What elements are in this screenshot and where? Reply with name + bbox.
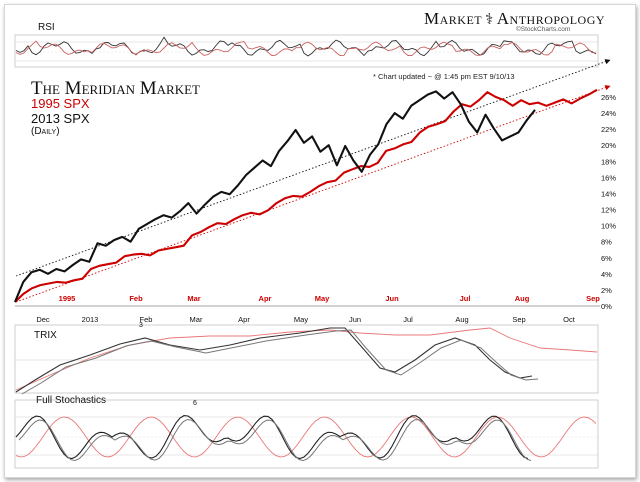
credit-text: ©StockCharts.com — [516, 26, 571, 33]
main-price-panel: 0% 2% 4% 6% 8% 10% 12% 14% 16% 18% 20% 22% 24% 26% 199… — [14, 59, 616, 324]
x-tick-1995: Feb — [129, 294, 143, 303]
rsi-line-1995 — [15, 40, 597, 57]
x-tick-1995: Aug — [515, 294, 530, 303]
y-tick-label: 18% — [601, 157, 616, 166]
y-tick-label: 0% — [601, 302, 612, 311]
x-tick-1995: Mar — [187, 294, 200, 303]
stochastics-k-2013 — [15, 415, 529, 460]
y-tick-label: 8% — [601, 238, 612, 247]
brand-left: Market — [424, 9, 483, 28]
y-tick-label: 20% — [601, 141, 616, 150]
trix-box — [14, 324, 599, 394]
trix-line-1995 — [15, 327, 598, 391]
legend-1995: 1995 SPX — [31, 96, 90, 111]
trix-panel — [14, 324, 599, 395]
y-tick-label: 12% — [601, 206, 616, 215]
stochastics-line-1995 — [15, 416, 597, 458]
x-tick-2013: Mar — [190, 315, 203, 324]
brand-right: Anthropology — [496, 9, 606, 28]
x-tick-1995: Sep — [586, 294, 600, 303]
trix-signal-2013 — [21, 329, 539, 395]
x-tick-2013: Apr — [238, 315, 250, 324]
x-tick-1995: Jul — [460, 294, 471, 303]
series-line-2013 — [14, 90, 536, 303]
stochastics-panel — [14, 399, 599, 469]
rsi-line-2013 — [15, 36, 597, 57]
x-tick-1995: 1995 — [59, 294, 76, 303]
series-line-1995 — [14, 88, 598, 303]
y-tick-label: 24% — [601, 109, 616, 118]
x-tick-1995: Apr — [259, 294, 272, 303]
chart-frame — [4, 4, 636, 478]
x-tick-2013: Sep — [512, 315, 525, 324]
x-tick-2013: Jun — [349, 315, 361, 324]
trix-label: TRIX — [34, 330, 57, 341]
x-tick-2013: Aug — [455, 315, 468, 324]
x-tick-2013: Dec — [36, 315, 50, 324]
update-note: * Chart updated ~ @ 1:45 pm EST 9/10/13 — [373, 72, 515, 81]
brand-logo: Market ⚕ Anthropology — [424, 9, 605, 29]
x-tick-2013: May — [294, 315, 308, 324]
x-tick-2013: 2013 — [82, 315, 99, 324]
rsi-panel — [14, 34, 599, 68]
y-tick-label: 4% — [601, 270, 612, 279]
rsi-label: RSI — [38, 22, 55, 33]
stochastics-box — [14, 399, 599, 469]
x-tick-2013: Feb — [140, 315, 153, 324]
trix-marker: 3 — [139, 322, 143, 329]
x-tick-2013: Oct — [563, 315, 576, 324]
x-tick-2013: Jul — [403, 315, 413, 324]
y-tick-label: 22% — [601, 125, 616, 134]
stochastics-label: Full Stochastics — [36, 395, 107, 406]
legend-daily: (Daily) — [31, 126, 60, 137]
y-tick-label: 2% — [601, 286, 612, 295]
y-tick-label: 14% — [601, 189, 616, 198]
x-tick-1995: Jun — [385, 294, 399, 303]
lower-trendline — [15, 85, 611, 303]
chart-title: The Meridian Market — [31, 78, 200, 99]
stochastics-marker: 6 — [193, 400, 197, 407]
y-tick-label: 26% — [601, 93, 616, 102]
y-tick-label: 6% — [601, 254, 612, 263]
y-tick-label: 10% — [601, 222, 616, 231]
legend-2013: 2013 SPX — [31, 111, 90, 126]
y-tick-label: 16% — [601, 173, 616, 182]
rsi-box — [14, 34, 599, 68]
trix-line-2013 — [15, 327, 533, 393]
caduceus-icon: ⚕ — [485, 12, 494, 28]
stochastics-d-2013 — [18, 419, 532, 462]
x-tick-1995: May — [315, 294, 330, 303]
